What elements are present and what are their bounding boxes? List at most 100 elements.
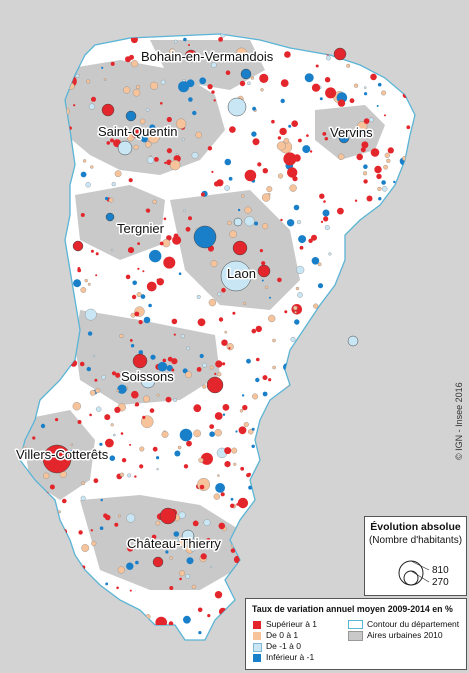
commune-symbol	[21, 408, 29, 416]
commune-symbol	[356, 153, 364, 161]
city-label-tergnier: Tergnier	[117, 221, 165, 236]
commune-symbol	[344, 585, 350, 591]
commune-symbol	[376, 105, 379, 107]
commune-symbol	[390, 260, 395, 264]
commune-symbol	[402, 312, 415, 325]
commune-symbol	[87, 331, 93, 336]
commune-symbol	[409, 459, 414, 465]
commune-symbol	[378, 197, 382, 201]
commune-symbol-large	[72, 240, 84, 252]
commune-symbol	[56, 192, 65, 200]
commune-symbol	[28, 638, 34, 640]
commune-symbol	[317, 387, 324, 394]
legend-label-urban: Aires urbaines 2010	[367, 630, 443, 640]
commune-symbol	[240, 466, 245, 471]
commune-symbol	[340, 34, 347, 38]
commune-symbol	[146, 281, 157, 292]
commune-symbol	[252, 138, 260, 146]
commune-symbol	[381, 185, 388, 192]
commune-symbol	[338, 358, 351, 372]
commune-symbol	[50, 330, 55, 336]
commune-symbol	[284, 505, 288, 510]
commune-symbol	[283, 507, 288, 512]
commune-symbol	[382, 34, 392, 43]
commune-symbol	[198, 457, 204, 463]
commune-symbol	[131, 294, 137, 300]
commune-symbol	[26, 493, 34, 501]
commune-symbol	[229, 230, 237, 238]
commune-symbol	[82, 159, 87, 163]
commune-symbol	[218, 522, 226, 530]
commune-symbol	[222, 404, 230, 411]
size-legend-value-large: 810	[432, 565, 449, 576]
commune-symbol	[247, 429, 254, 435]
commune-symbol	[123, 86, 131, 94]
commune-symbol	[315, 64, 319, 68]
commune-symbol	[54, 541, 60, 546]
commune-symbol	[304, 571, 312, 579]
commune-symbol	[351, 454, 357, 460]
commune-symbol	[232, 311, 236, 315]
commune-symbol	[308, 238, 313, 243]
commune-symbol	[268, 314, 276, 323]
commune-symbol	[411, 322, 415, 326]
commune-symbol	[272, 592, 278, 597]
commune-symbol	[274, 441, 283, 450]
commune-symbol	[167, 356, 173, 362]
commune-symbol	[244, 216, 255, 227]
commune-symbol	[132, 280, 137, 286]
commune-symbol	[20, 397, 29, 407]
commune-symbol	[62, 355, 67, 360]
commune-symbol	[346, 63, 351, 68]
commune-symbol	[114, 170, 122, 178]
commune-symbol	[149, 408, 155, 413]
commune-symbol	[252, 106, 256, 111]
commune-symbol	[277, 277, 282, 283]
commune-symbol	[103, 513, 108, 518]
commune-symbol	[101, 66, 104, 69]
commune-symbol	[340, 559, 352, 571]
commune-symbol	[171, 358, 178, 365]
commune-symbol	[200, 452, 213, 465]
commune-symbol	[30, 332, 35, 337]
commune-symbol	[174, 450, 181, 457]
commune-symbol	[288, 440, 293, 445]
commune-symbol	[156, 278, 164, 286]
commune-symbol	[228, 176, 233, 181]
commune-symbol	[265, 470, 270, 475]
commune-symbol	[262, 563, 266, 568]
commune-symbol	[341, 461, 346, 466]
commune-symbol	[87, 282, 91, 286]
commune-symbol	[31, 403, 36, 408]
commune-symbol	[45, 193, 49, 198]
commune-symbol-large	[347, 335, 359, 347]
commune-symbol	[183, 37, 187, 42]
commune-symbol-large	[159, 507, 177, 525]
commune-symbol	[218, 37, 224, 42]
commune-symbol	[262, 223, 269, 230]
commune-symbol	[317, 445, 323, 451]
commune-symbol	[114, 522, 119, 527]
commune-symbol	[230, 497, 234, 501]
commune-symbol	[362, 448, 366, 452]
commune-symbol	[389, 484, 396, 490]
commune-symbol	[246, 358, 251, 364]
commune-symbol	[386, 34, 390, 37]
commune-symbol	[24, 70, 29, 75]
commune-symbol	[277, 557, 285, 564]
commune-symbol	[325, 55, 331, 61]
urban-area-tergnier	[75, 185, 165, 260]
commune-symbol	[295, 487, 300, 492]
commune-symbol	[300, 464, 306, 470]
commune-symbol	[398, 198, 403, 203]
commune-symbol	[319, 97, 323, 101]
commune-symbol	[206, 538, 211, 543]
commune-symbol	[145, 141, 152, 148]
size-legend-subtitle: (Nombre d'habitants)	[368, 535, 463, 546]
commune-symbol	[239, 409, 244, 413]
commune-symbol	[142, 270, 145, 273]
commune-symbol	[211, 170, 214, 173]
commune-symbol	[126, 513, 136, 523]
commune-symbol	[324, 137, 328, 141]
